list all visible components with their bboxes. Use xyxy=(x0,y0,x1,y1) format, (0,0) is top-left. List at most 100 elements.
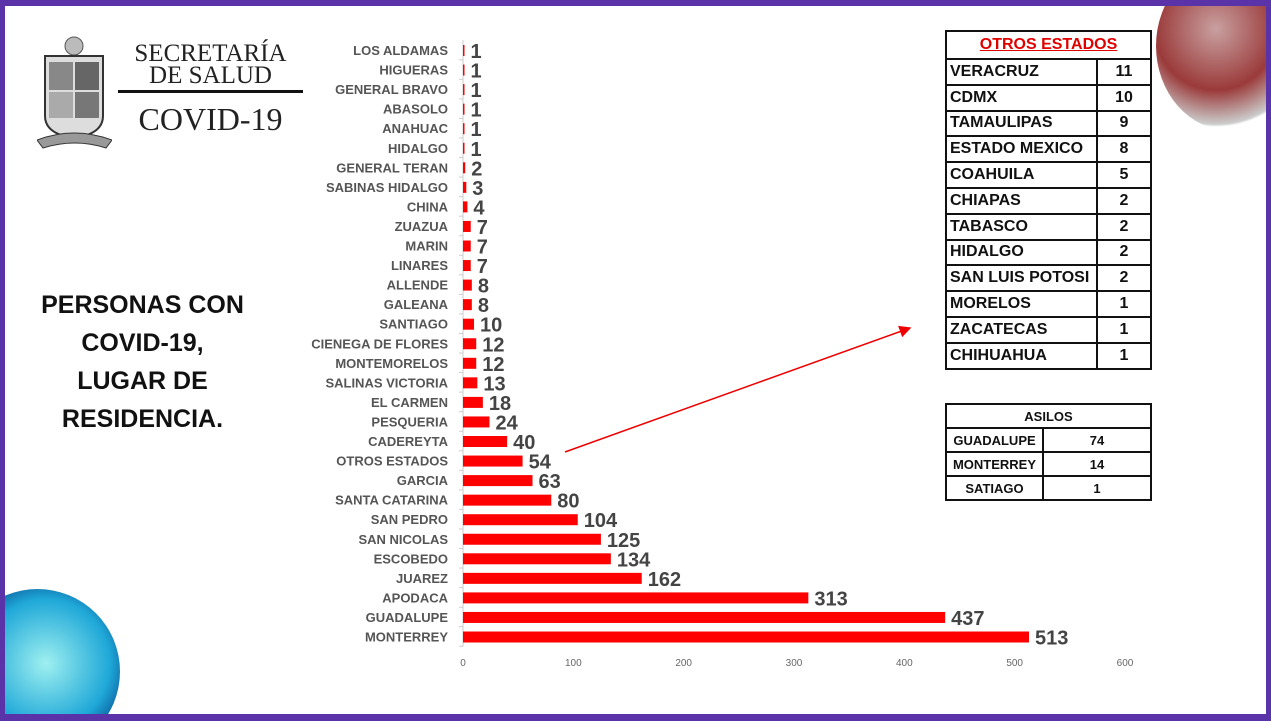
row-label: TAMAULIPAS xyxy=(945,109,1098,138)
bar xyxy=(463,553,611,565)
bar xyxy=(463,45,465,56)
row-label: TABASCO xyxy=(945,212,1098,241)
slide: SECRETARÍA DE SALUD COVID-19 PERSONAS CO… xyxy=(5,6,1266,714)
row-value: 2 xyxy=(1096,264,1152,293)
table-row: MONTERREY 14 xyxy=(945,451,1152,477)
category-label: MONTEMORELOS xyxy=(335,356,448,371)
bar xyxy=(463,279,472,291)
x-tick-label: 500 xyxy=(1006,658,1023,669)
x-tick-label: 200 xyxy=(675,658,692,669)
category-label: SAN PEDRO xyxy=(371,512,448,527)
value-label: 7 xyxy=(477,217,488,239)
header-covid: COVID-19 xyxy=(138,101,283,137)
bar xyxy=(463,162,466,174)
x-tick-label: 0 xyxy=(460,658,466,669)
category-label: ANAHUAC xyxy=(382,121,448,136)
row-value: 11 xyxy=(1096,58,1152,86)
value-label: 8 xyxy=(478,276,489,298)
bar xyxy=(463,201,468,213)
bar xyxy=(463,220,471,232)
header-secretaria: SECRETARÍA xyxy=(134,40,287,67)
bar xyxy=(463,123,465,135)
x-tick-label: 600 xyxy=(1117,658,1134,669)
row-value: 8 xyxy=(1096,135,1152,164)
row-value: 14 xyxy=(1042,451,1152,477)
value-label: 1 xyxy=(471,139,482,161)
value-label: 7 xyxy=(477,237,488,259)
value-label: 8 xyxy=(478,295,489,317)
category-label: ALLENDE xyxy=(387,278,449,293)
bar-chart: LOS ALDAMAS 1 HIGUERAS 1 GENERAL BRAVO 1 ABASO… xyxy=(311,40,1134,669)
bar xyxy=(463,338,477,350)
row-label: VERACRUZ xyxy=(945,58,1098,86)
category-label: PESQUERIA xyxy=(371,414,448,429)
category-label: GENERAL BRAVO xyxy=(335,82,448,97)
row-value: 1 xyxy=(1096,341,1152,370)
category-label: SAN NICOLAS xyxy=(358,532,448,547)
category-label: SABINAS HIDALGO xyxy=(326,180,448,195)
category-label: OTROS ESTADOS xyxy=(336,454,448,469)
row-value: 74 xyxy=(1042,427,1152,453)
bar xyxy=(463,416,490,428)
category-label: LOS ALDAMAS xyxy=(353,43,448,58)
value-label: 2 xyxy=(471,158,482,180)
row-value: 1 xyxy=(1096,315,1152,344)
value-label: 1 xyxy=(471,100,482,122)
value-label: 40 xyxy=(513,432,535,454)
category-label: CADEREYTA xyxy=(368,434,449,449)
value-label: 134 xyxy=(617,549,651,571)
title-line: LUGAR DE xyxy=(77,367,208,395)
category-label: LINARES xyxy=(391,258,448,273)
x-tick-label: 400 xyxy=(896,658,913,669)
table-row: COAHUILA 5 xyxy=(945,161,1152,189)
bar xyxy=(463,299,472,311)
bar xyxy=(463,84,465,96)
row-value: 1 xyxy=(1042,475,1152,501)
bar xyxy=(463,357,477,369)
category-label: SANTA CATARINA xyxy=(335,493,449,508)
category-label: HIDALGO xyxy=(388,141,448,156)
row-value: 10 xyxy=(1096,83,1152,112)
value-label: 104 xyxy=(584,510,618,532)
table-row: SATIAGO 1 xyxy=(945,475,1152,501)
bar xyxy=(463,396,483,408)
title-line: PERSONAS CON xyxy=(41,291,244,319)
title-line: RESIDENCIA. xyxy=(61,405,224,433)
bar xyxy=(463,533,601,545)
table-row: HIDALGO 2 xyxy=(945,238,1152,267)
bar xyxy=(463,103,465,115)
category-label: GUADALUPE xyxy=(366,610,449,625)
row-label: SATIAGO xyxy=(945,475,1044,501)
table-row: TAMAULIPAS 9 xyxy=(945,109,1152,138)
row-value: 2 xyxy=(1096,186,1152,215)
value-label: 80 xyxy=(557,491,579,513)
row-label: ZACATECAS xyxy=(945,315,1098,344)
table-row: SAN LUIS POTOSI 2 xyxy=(945,264,1152,293)
category-label: ESCOBEDO xyxy=(374,551,448,566)
bar xyxy=(463,318,475,330)
table-row: ESTADO MEXICO 8 xyxy=(945,135,1152,164)
category-label: SALINAS VICTORIA xyxy=(325,375,448,390)
row-value: 9 xyxy=(1096,109,1152,138)
row-label: CHIAPAS xyxy=(945,186,1098,215)
bar xyxy=(463,611,946,623)
row-label: CDMX xyxy=(945,83,1098,112)
value-label: 18 xyxy=(489,393,511,415)
category-label: CIENEGA DE FLORES xyxy=(311,336,448,351)
title-line: COVID-19, xyxy=(81,329,204,357)
bar xyxy=(463,455,523,467)
value-label: 1 xyxy=(471,119,482,141)
table-row: CHIAPAS 2 xyxy=(945,186,1152,215)
value-label: 12 xyxy=(482,354,504,376)
category-label: ABASOLO xyxy=(383,102,448,117)
table-row: GUADALUPE 74 xyxy=(945,427,1152,453)
row-label: MONTERREY xyxy=(945,451,1044,477)
bar xyxy=(463,142,465,154)
value-label: 1 xyxy=(471,80,482,102)
x-tick-label: 100 xyxy=(565,658,582,669)
bar xyxy=(463,475,533,487)
x-tick-label: 300 xyxy=(786,658,803,669)
category-label: MONTERREY xyxy=(365,630,448,645)
table-row: ZACATECAS 1 xyxy=(945,315,1152,344)
value-label: 24 xyxy=(495,412,518,434)
